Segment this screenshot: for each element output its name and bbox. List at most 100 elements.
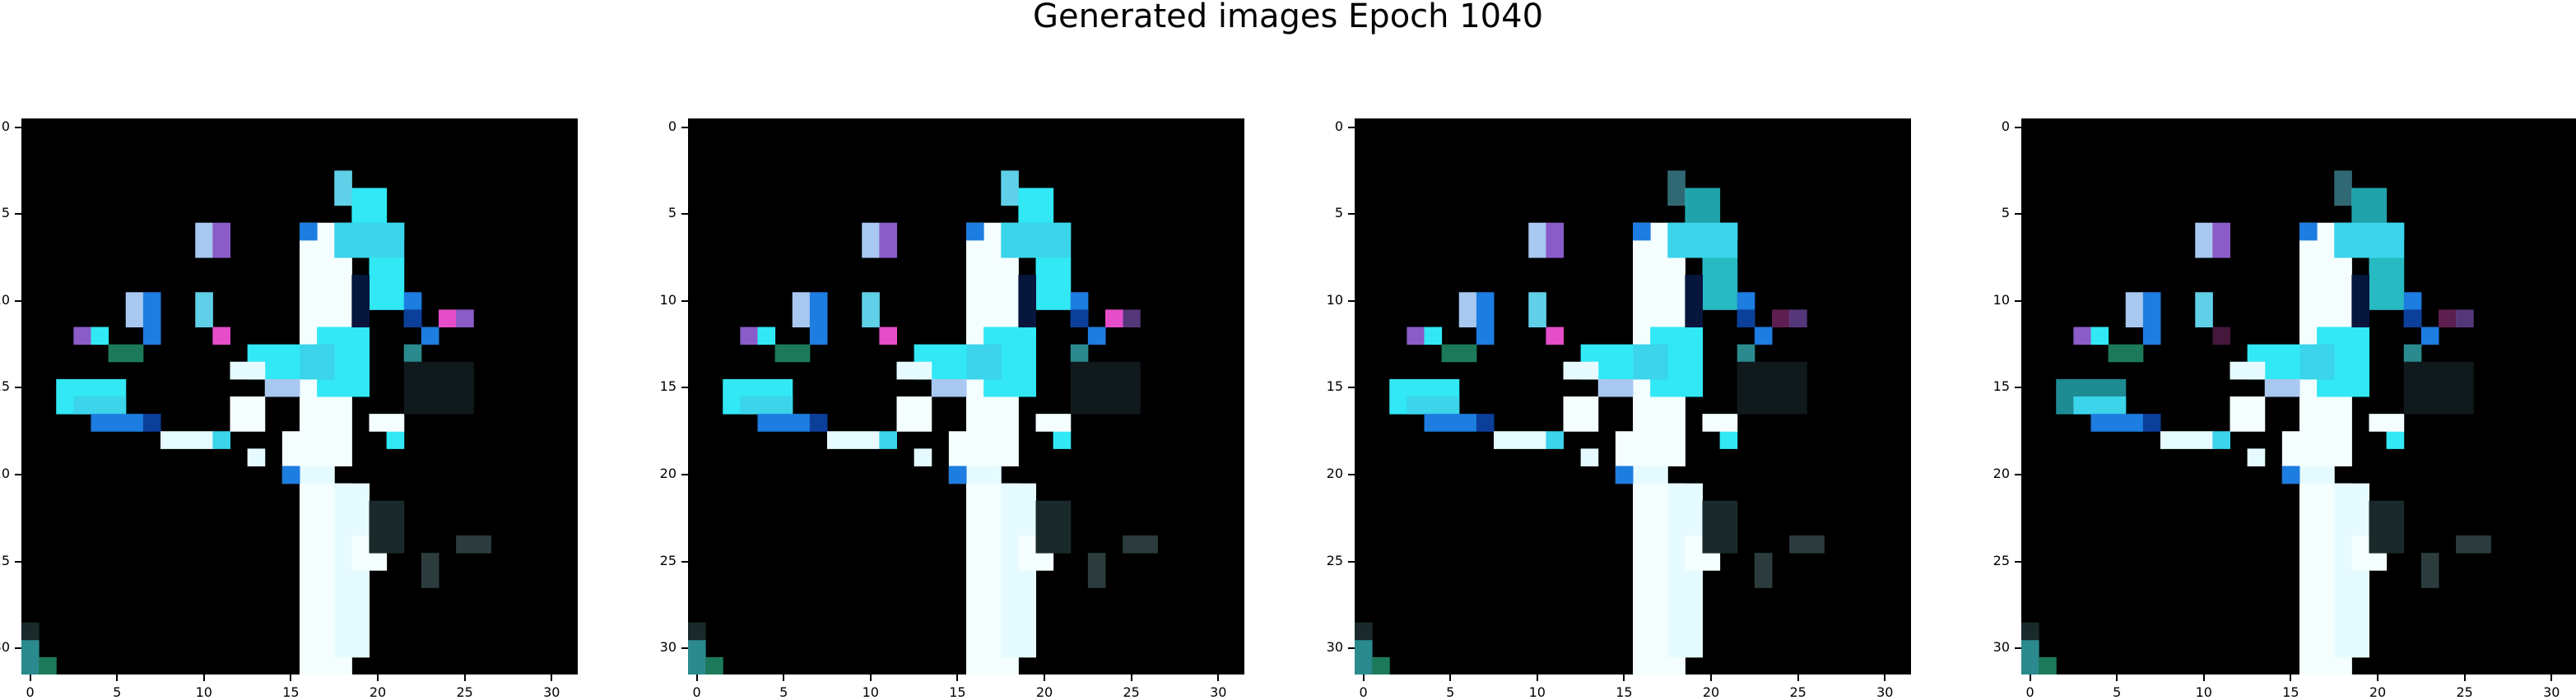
y-tick-mark: [1348, 213, 1355, 216]
x-tick-mark: [695, 675, 698, 681]
y-tick-mark: [681, 126, 688, 128]
x-tick-label: 15: [282, 684, 300, 700]
y-tick-mark: [2015, 647, 2021, 650]
y-tick-label: 10: [1992, 291, 2010, 308]
x-tick-mark: [1884, 675, 1886, 681]
y-tick-label: 30: [0, 639, 10, 656]
x-tick-label: 20: [2369, 684, 2387, 700]
x-tick-label: 30: [1876, 684, 1894, 700]
generated-image-2: [688, 118, 1244, 675]
image-panel-1: 0 5 10 15 20 25 30 0 5 10 15 20 25 30: [0, 118, 578, 700]
y-tick-label: 15: [1992, 378, 2010, 395]
y-tick-label: 15: [0, 378, 10, 395]
y-tick-label: 0: [1334, 118, 1343, 134]
y-tick-mark: [15, 299, 21, 302]
y-tick-label: 0: [1, 118, 10, 134]
x-tick-mark: [2202, 675, 2205, 681]
x-tick-label: 20: [1702, 684, 1720, 700]
x-tick-mark: [783, 675, 785, 681]
y-tick-mark: [681, 647, 688, 650]
x-tick-label: 10: [862, 684, 879, 700]
generated-image-4: [2021, 118, 2576, 675]
y-tick-mark: [1348, 126, 1355, 128]
x-tick-mark: [1449, 675, 1452, 681]
y-tick-mark: [1348, 474, 1355, 476]
x-tick-label: 0: [692, 684, 701, 700]
y-tick-mark: [2015, 299, 2021, 302]
x-tick-mark: [956, 675, 959, 681]
y-tick-label: 15: [659, 378, 677, 395]
x-tick-mark: [463, 675, 466, 681]
x-tick-label: 5: [779, 684, 788, 700]
x-tick-label: 0: [1359, 684, 1368, 700]
x-tick-mark: [1044, 675, 1046, 681]
x-tick-label: 30: [2543, 684, 2560, 700]
y-tick-label: 5: [667, 205, 677, 221]
x-tick-label: 10: [2195, 684, 2212, 700]
x-tick-mark: [1797, 675, 1799, 681]
y-tick-mark: [1348, 387, 1355, 389]
x-tick-label: 0: [26, 684, 35, 700]
y-tick-label: 5: [2001, 205, 2010, 221]
y-tick-label: 10: [1326, 291, 1343, 308]
x-tick-label: 15: [1616, 684, 1633, 700]
x-tick-label: 0: [2025, 684, 2034, 700]
y-tick-label: 25: [1992, 552, 2010, 568]
y-tick-mark: [2015, 213, 2021, 216]
y-tick-mark: [681, 299, 688, 302]
y-tick-mark: [15, 474, 21, 476]
y-tick-mark: [15, 213, 21, 216]
x-tick-mark: [1217, 675, 1220, 681]
x-tick-mark: [290, 675, 292, 681]
y-tick-label: 5: [1, 205, 10, 221]
x-tick-mark: [2377, 675, 2379, 681]
y-tick-label: 20: [1326, 466, 1343, 482]
y-tick-label: 20: [0, 466, 10, 482]
x-tick-mark: [1362, 675, 1365, 681]
y-tick-mark: [1348, 647, 1355, 650]
y-tick-label: 30: [1992, 639, 2010, 656]
x-tick-mark: [869, 675, 872, 681]
x-tick-mark: [2029, 675, 2031, 681]
y-tick-label: 10: [659, 291, 677, 308]
x-tick-label: 30: [1210, 684, 1227, 700]
x-tick-mark: [2550, 675, 2553, 681]
x-tick-label: 10: [195, 684, 212, 700]
y-tick-mark: [15, 387, 21, 389]
x-tick-label: 15: [949, 684, 966, 700]
y-tick-label: 30: [659, 639, 677, 656]
x-tick-mark: [1710, 675, 1713, 681]
y-tick-mark: [2015, 474, 2021, 476]
x-tick-label: 25: [1123, 684, 1140, 700]
y-tick-mark: [15, 126, 21, 128]
y-tick-mark: [15, 560, 21, 563]
y-tick-mark: [2015, 560, 2021, 563]
x-tick-mark: [377, 675, 379, 681]
y-tick-mark: [681, 474, 688, 476]
x-tick-mark: [2116, 675, 2118, 681]
x-tick-label: 5: [2113, 684, 2122, 700]
generated-image-1: [21, 118, 578, 675]
y-tick-mark: [681, 213, 688, 216]
x-tick-label: 25: [456, 684, 473, 700]
y-tick-label: 25: [659, 552, 677, 568]
x-tick-label: 20: [1035, 684, 1053, 700]
x-tick-mark: [1623, 675, 1625, 681]
x-tick-label: 25: [2456, 684, 2473, 700]
y-tick-label: 20: [1992, 466, 2010, 482]
y-tick-mark: [681, 560, 688, 563]
y-tick-mark: [1348, 299, 1355, 302]
generated-image-3: [1355, 118, 1911, 675]
y-tick-mark: [681, 387, 688, 389]
x-tick-mark: [2290, 675, 2292, 681]
x-tick-label: 10: [1528, 684, 1546, 700]
y-tick-label: 20: [659, 466, 677, 482]
x-tick-label: 15: [2282, 684, 2299, 700]
y-tick-label: 30: [1326, 639, 1343, 656]
y-tick-mark: [1348, 560, 1355, 563]
x-tick-label: 25: [1789, 684, 1806, 700]
y-tick-label: 0: [2001, 118, 2010, 134]
y-tick-mark: [2015, 126, 2021, 128]
y-tick-label: 15: [1326, 378, 1343, 395]
y-tick-label: 25: [0, 552, 10, 568]
